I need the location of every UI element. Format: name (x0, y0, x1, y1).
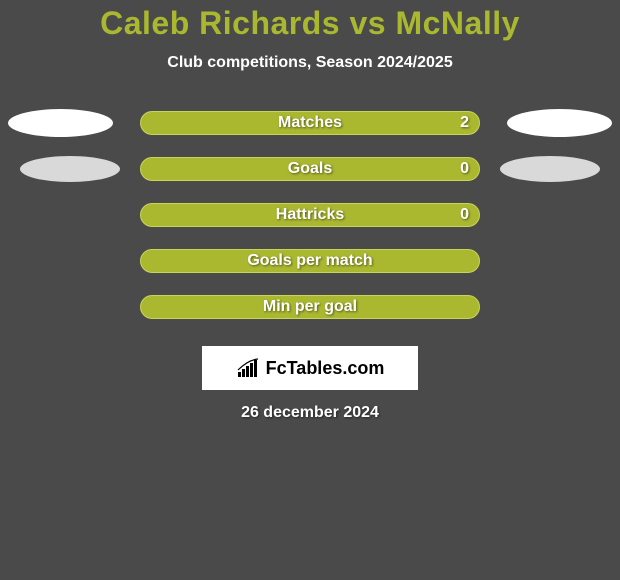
ellipse-left (20, 156, 120, 182)
stat-label: Matches (278, 114, 342, 132)
stat-row-hattricks: Hattricks 0 (0, 192, 620, 238)
stat-bar: Matches 2 (140, 111, 480, 135)
ellipse-right (500, 156, 600, 182)
date-text: 26 december 2024 (0, 404, 620, 422)
stat-label: Goals (288, 160, 332, 178)
bar-chart-icon (236, 358, 262, 378)
stat-value: 2 (460, 114, 469, 132)
stat-value: 0 (460, 160, 469, 178)
stat-bar: Goals 0 (140, 157, 480, 181)
stat-bar: Hattricks 0 (140, 203, 480, 227)
stat-row-matches: Matches 2 (0, 100, 620, 146)
page-title: Caleb Richards vs McNally (0, 5, 620, 42)
stat-value: 0 (460, 206, 469, 224)
stat-row-goals-per-match: Goals per match (0, 238, 620, 284)
logo-box: FcTables.com (202, 346, 418, 390)
infographic-container: Caleb Richards vs McNally Club competiti… (0, 0, 620, 422)
ellipse-left (8, 109, 113, 137)
stat-label: Min per goal (263, 298, 357, 316)
stat-row-min-per-goal: Min per goal (0, 284, 620, 330)
stat-bar: Goals per match (140, 249, 480, 273)
ellipse-right (507, 109, 612, 137)
subtitle: Club competitions, Season 2024/2025 (0, 54, 620, 72)
logo-text: FcTables.com (266, 358, 385, 379)
stat-bar: Min per goal (140, 295, 480, 319)
stat-label: Hattricks (276, 206, 344, 224)
stat-label: Goals per match (247, 252, 372, 270)
stat-row-goals: Goals 0 (0, 146, 620, 192)
